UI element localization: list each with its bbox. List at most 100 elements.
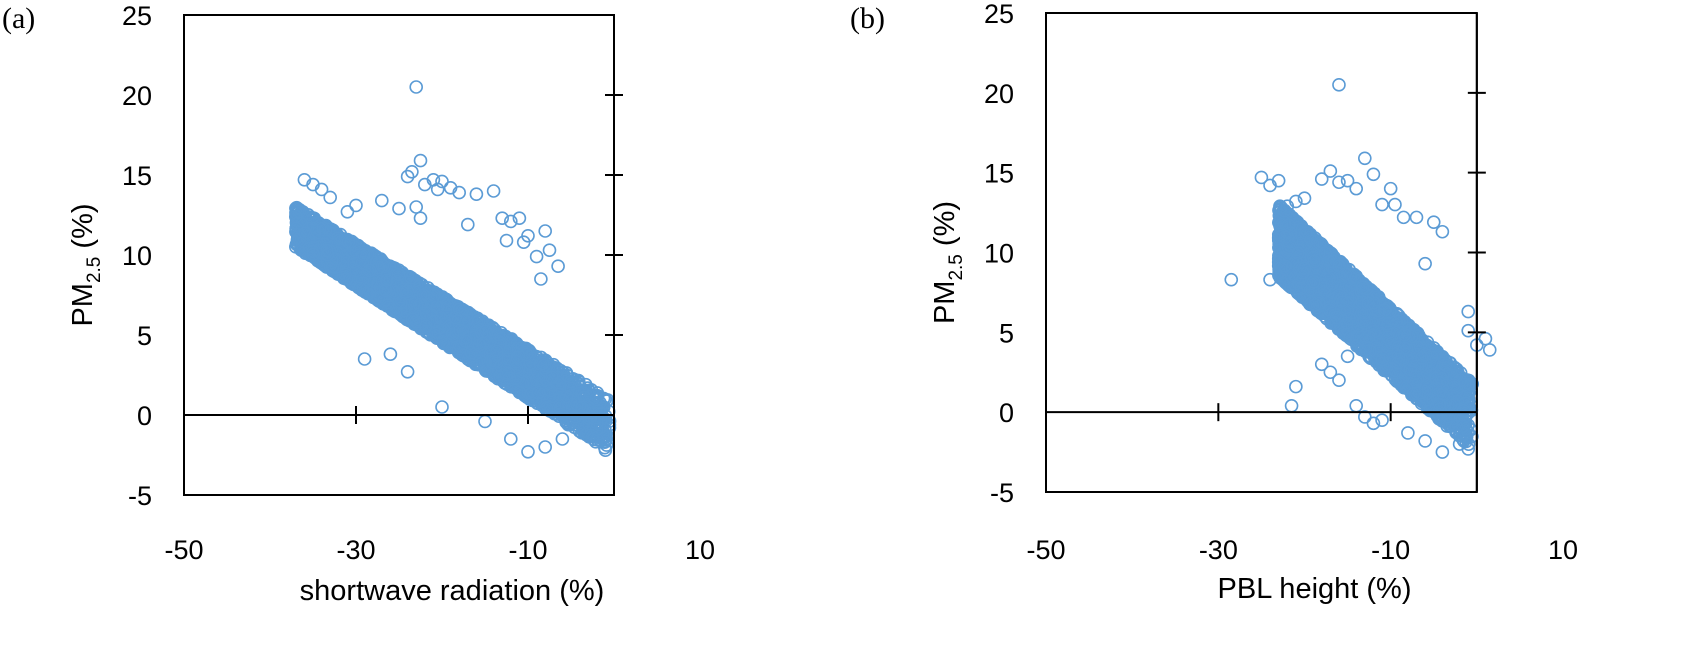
data-point bbox=[298, 226, 313, 241]
y-axis-title-a: PM2.5 (%) bbox=[67, 203, 105, 326]
data-point bbox=[413, 153, 428, 168]
data-point bbox=[532, 394, 547, 409]
data-point bbox=[349, 198, 363, 213]
data-point bbox=[392, 201, 406, 216]
x-tick-labels-a: -50 -30 -10 10 bbox=[164, 535, 715, 565]
data-point bbox=[338, 267, 352, 281]
data-point bbox=[413, 211, 428, 225]
data-point bbox=[436, 334, 450, 349]
y-axis-title-suffix-a: (%) bbox=[67, 203, 99, 256]
data-point bbox=[559, 389, 574, 404]
chart-panel-b: (b) -5 0 5 10 15 20 25 -50 -30 -10 10 PBL height … bbox=[850, 0, 1701, 659]
data-point bbox=[598, 443, 613, 458]
data-point bbox=[453, 323, 468, 337]
data-point bbox=[460, 217, 475, 232]
x-tick-label: -10 bbox=[508, 535, 547, 565]
data-point bbox=[357, 247, 371, 262]
panel-label-b: (b) bbox=[850, 2, 885, 35]
data-point bbox=[323, 190, 338, 205]
y-tick-label: 10 bbox=[122, 241, 152, 271]
data-point bbox=[593, 395, 607, 410]
plot-frame-a bbox=[183, 14, 615, 496]
data-point bbox=[498, 343, 512, 358]
data-point bbox=[494, 359, 508, 373]
data-point bbox=[457, 319, 471, 333]
data-point bbox=[486, 184, 501, 198]
data-point bbox=[320, 230, 334, 244]
data-point bbox=[581, 400, 596, 414]
data-point bbox=[409, 80, 424, 94]
data-point bbox=[575, 400, 589, 415]
data-point bbox=[390, 272, 404, 287]
data-point bbox=[458, 334, 473, 349]
data-point bbox=[382, 260, 397, 274]
data-point bbox=[340, 205, 355, 219]
data-point bbox=[435, 174, 449, 189]
data-point bbox=[521, 444, 535, 459]
data-point bbox=[325, 260, 340, 274]
data-point bbox=[419, 306, 434, 320]
data-point bbox=[320, 247, 335, 262]
data-point bbox=[512, 211, 527, 225]
data-point bbox=[564, 381, 578, 396]
data-point bbox=[387, 285, 402, 300]
data-point bbox=[545, 370, 559, 384]
data-point bbox=[314, 182, 329, 197]
data-point bbox=[589, 416, 604, 430]
data-point bbox=[556, 409, 570, 423]
data-point bbox=[378, 283, 393, 298]
data-point bbox=[534, 272, 548, 286]
plot-frame-b bbox=[1045, 12, 1478, 493]
data-point bbox=[472, 338, 487, 352]
data-point bbox=[510, 350, 524, 365]
data-point bbox=[501, 366, 516, 381]
data-point bbox=[391, 267, 406, 282]
data-point bbox=[440, 298, 454, 312]
data-point bbox=[430, 300, 445, 314]
data-point bbox=[362, 263, 377, 278]
data-point bbox=[393, 301, 408, 315]
data-point bbox=[405, 165, 419, 179]
data-point bbox=[344, 235, 358, 249]
data-point bbox=[542, 243, 557, 257]
data-point bbox=[528, 394, 543, 408]
data-point bbox=[555, 432, 570, 446]
y-tick-label: -5 bbox=[128, 481, 152, 511]
data-point bbox=[503, 214, 518, 229]
data-point bbox=[552, 387, 567, 401]
data-points-b bbox=[1224, 78, 1497, 459]
data-point bbox=[316, 221, 330, 235]
data-point bbox=[501, 352, 515, 366]
data-point bbox=[320, 243, 334, 258]
y-tick-label: 15 bbox=[122, 161, 152, 191]
data-point bbox=[400, 169, 415, 184]
y-tick-label: 20 bbox=[122, 81, 152, 111]
data-point bbox=[380, 298, 395, 313]
data-point bbox=[329, 252, 343, 266]
chart-panel-a: (a) -5 0 5 10 15 20 25 -50 -30 -10 10 shortwave r… bbox=[0, 0, 850, 659]
data-point bbox=[380, 273, 394, 288]
data-point bbox=[315, 243, 330, 258]
axis-ticks-a bbox=[355, 94, 623, 424]
y-axis-title-main-a: PM bbox=[67, 283, 99, 327]
data-point bbox=[579, 427, 594, 442]
data-point bbox=[353, 281, 367, 295]
data-point bbox=[516, 235, 531, 249]
data-point bbox=[566, 400, 581, 414]
panel-label-a: (a) bbox=[2, 2, 36, 35]
data-point bbox=[529, 249, 544, 264]
data-point bbox=[371, 260, 386, 275]
data-point bbox=[572, 424, 587, 438]
data-point bbox=[452, 302, 467, 317]
data-point bbox=[478, 414, 492, 429]
data-point bbox=[400, 364, 415, 379]
data-point bbox=[536, 356, 550, 371]
x-tick-label: -30 bbox=[336, 535, 375, 565]
y-axis-title-sub-a: 2.5 bbox=[84, 257, 105, 283]
x-axis-title-a: shortwave radiation (%) bbox=[300, 575, 605, 607]
data-point bbox=[499, 233, 514, 248]
data-point bbox=[500, 377, 515, 392]
